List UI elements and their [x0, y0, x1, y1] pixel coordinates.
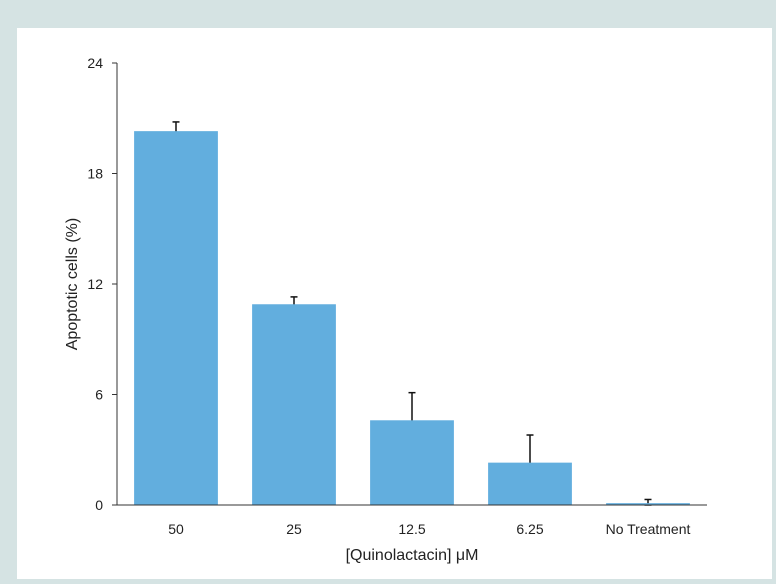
x-ticks: 50 25 12.5 6.25 No Treatment [168, 521, 690, 537]
x-tick-label: 50 [168, 521, 184, 537]
x-tick-label: No Treatment [606, 521, 691, 537]
x-axis-title: [Quinolactacin] μM [346, 547, 479, 564]
y-tick-label: 24 [87, 55, 103, 71]
y-tick-label: 6 [95, 387, 103, 403]
chart-frame: 0 6 12 18 24 50 25 12.5 6.25 No Treatment [Quino… [17, 28, 772, 579]
y-axis-title: Apoptotic cells (%) [64, 218, 81, 351]
x-tick-label: 25 [286, 521, 302, 537]
bar [370, 420, 454, 505]
bar [134, 131, 218, 505]
bar [606, 503, 690, 505]
y-tick-label: 12 [87, 276, 103, 292]
bar [488, 462, 572, 505]
x-tick-label: 6.25 [516, 521, 543, 537]
bars [134, 131, 690, 505]
bar [252, 304, 336, 505]
y-ticks: 0 6 12 18 24 [87, 55, 117, 513]
bar-chart: 0 6 12 18 24 50 25 12.5 6.25 No Treatment [Quino… [64, 55, 707, 564]
y-tick-label: 18 [87, 166, 103, 182]
y-tick-label: 0 [95, 497, 103, 513]
x-tick-label: 12.5 [398, 521, 425, 537]
